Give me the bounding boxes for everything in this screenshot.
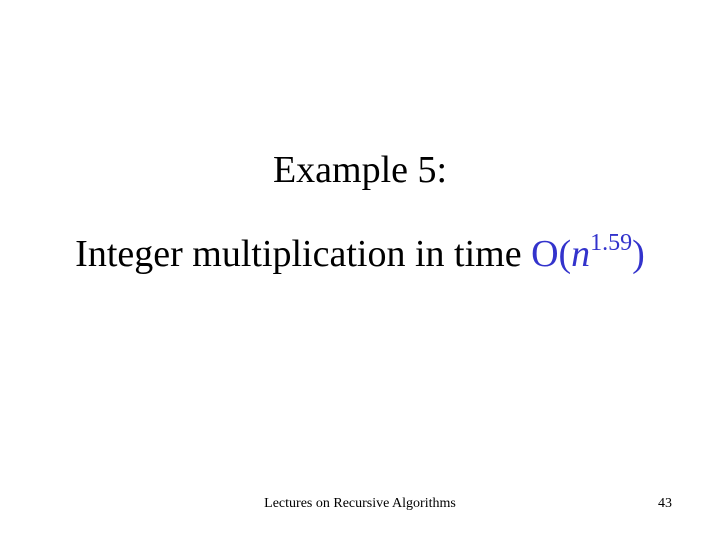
- page-number: 43: [658, 496, 672, 512]
- variable-n: n: [571, 233, 590, 275]
- slide-title: Example 5:: [0, 148, 720, 192]
- big-o-close: ): [632, 233, 645, 275]
- exponent: 1.59: [590, 230, 632, 256]
- subtitle-prefix: Integer multiplication in time: [75, 233, 531, 275]
- slide-subtitle: Integer multiplication in time O(n1.59): [0, 232, 720, 276]
- slide-container: Example 5: Integer multiplication in tim…: [0, 0, 720, 540]
- big-o-open: O(: [531, 233, 571, 275]
- footer-text: Lectures on Recursive Algorithms: [0, 496, 720, 512]
